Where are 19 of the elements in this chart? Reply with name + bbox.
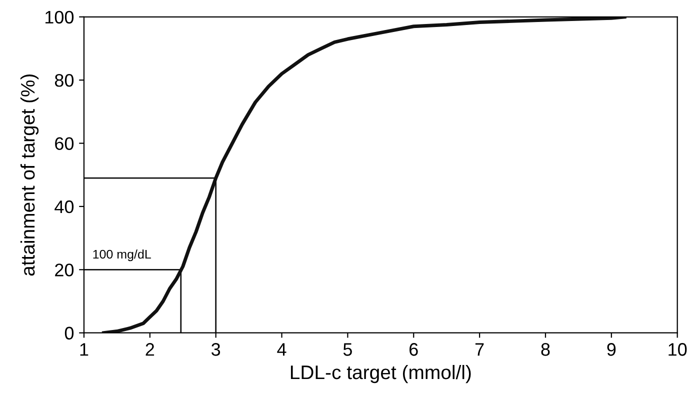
x-tick-label: 7 [475,343,484,356]
x-tick-label: 4 [277,343,286,356]
x-tick-label: 2 [146,343,154,356]
x-tick-label: 1 [80,343,88,356]
x-tick-label: 8 [541,343,550,356]
x-tick-label: 10 [668,343,687,356]
x-tick-label: 9 [607,343,616,356]
annotation: 100 mg/dL [93,249,151,262]
y-tick-label: 60 [55,137,74,150]
y-axis-title: attainment of target (%) [20,74,39,276]
x-tick-label: 6 [410,343,418,356]
y-tick-label: 20 [55,264,74,276]
x-axis-title: LDL-c target (mmol/l) [290,364,471,384]
y-tick-label: 0 [64,326,74,340]
x-tick-label: 5 [343,343,352,356]
y-tick-label: 100 [46,10,74,24]
y-tick-label: 40 [54,200,74,214]
x-tick-label: 3 [212,343,220,356]
y-tick-label: 80 [54,74,74,87]
